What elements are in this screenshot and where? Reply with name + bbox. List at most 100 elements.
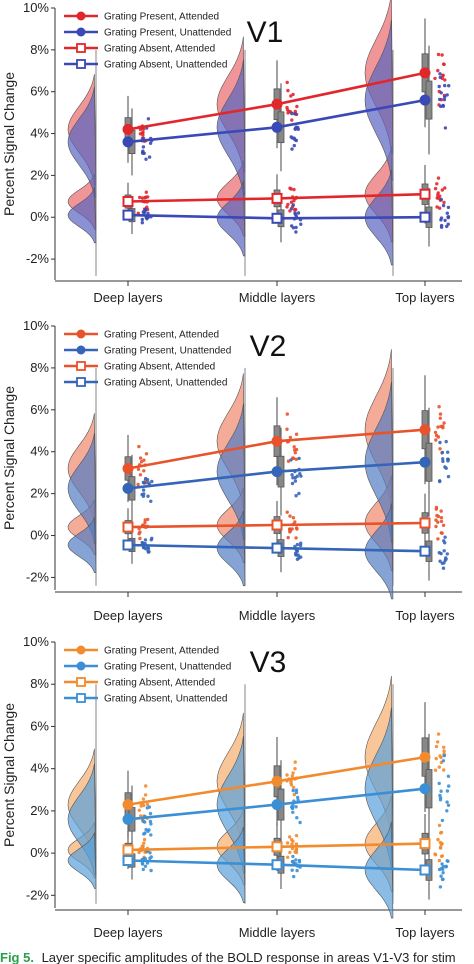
legend-marker <box>76 59 86 69</box>
y-tick-label: 8% <box>30 676 49 691</box>
data-point <box>296 795 300 800</box>
series-marker <box>271 435 283 447</box>
data-point <box>293 112 298 116</box>
series-marker <box>271 542 283 554</box>
data-point <box>438 97 442 102</box>
data-point <box>441 459 445 464</box>
data-point <box>293 448 297 452</box>
data-point <box>291 785 296 790</box>
data-point <box>433 186 438 191</box>
y-tick-label: 8% <box>30 360 49 375</box>
data-point <box>435 205 439 209</box>
y-tick-label: 4% <box>30 761 49 776</box>
legend: Grating Present, Attended Grating Present… <box>64 645 231 705</box>
violin-shape <box>67 433 97 544</box>
caption-text: Layer specific amplitudes of the BOLD re… <box>42 950 456 964</box>
data-point <box>294 230 298 234</box>
data-point <box>136 467 141 471</box>
data-point <box>447 84 451 88</box>
series-marker <box>419 783 431 795</box>
legend-marker <box>76 361 86 371</box>
data-point <box>286 535 290 540</box>
data-point <box>443 83 447 88</box>
data-point <box>444 864 448 868</box>
violin-shape <box>364 19 394 181</box>
data-point <box>293 211 297 215</box>
data-point <box>299 541 303 545</box>
violin-shape <box>216 59 246 196</box>
data-point <box>143 208 148 212</box>
data-point <box>140 131 145 135</box>
data-point <box>287 835 292 839</box>
data-point <box>435 513 439 518</box>
series-marker <box>271 859 283 871</box>
data-point <box>288 850 292 855</box>
data-point <box>292 874 296 879</box>
data-point <box>141 797 146 801</box>
data-point <box>438 754 442 758</box>
data-point <box>444 556 448 560</box>
data-point <box>149 499 153 503</box>
data-point <box>294 553 298 557</box>
data-point <box>288 514 292 518</box>
data-point <box>147 805 152 809</box>
data-point <box>291 516 296 520</box>
data-point <box>290 868 294 872</box>
caption-label: Fig 5. <box>0 950 34 964</box>
data-point <box>286 459 291 463</box>
data-point <box>446 474 451 479</box>
data-point <box>136 482 140 487</box>
data-point <box>290 859 295 864</box>
violin-shape <box>216 403 246 540</box>
data-point <box>137 808 141 812</box>
data-point <box>293 767 297 771</box>
data-point <box>141 145 146 149</box>
data-point <box>297 491 301 496</box>
data-point <box>143 518 147 522</box>
data-point <box>143 864 148 868</box>
data-point <box>438 559 442 563</box>
data-point <box>144 476 148 481</box>
data-point <box>143 857 148 861</box>
data-point <box>441 73 445 77</box>
violin-shape <box>67 187 97 244</box>
data-point <box>437 823 442 828</box>
data-point <box>444 466 448 470</box>
data-point <box>437 405 441 409</box>
data-point <box>439 516 444 520</box>
data-point <box>294 225 298 230</box>
data-point <box>439 218 443 222</box>
data-point <box>299 555 303 559</box>
data-point <box>434 505 439 510</box>
data-point <box>445 224 449 229</box>
data-point <box>443 541 447 545</box>
legend-label: Grating Present, Attended <box>104 12 219 23</box>
legend-label: Grating Absent, Unattended <box>104 60 227 71</box>
legend-label: Grating Present, Attended <box>104 646 219 657</box>
y-tick-label: 10% <box>23 634 49 649</box>
y-tick-label: 0% <box>30 845 49 860</box>
data-point <box>289 135 293 139</box>
chart-panel-v2: -2% 0% 2% 4% 6% 8% 10% Percent Signal Change Dee… <box>1 318 462 623</box>
data-point <box>292 187 296 192</box>
y-tick-label: 0% <box>30 209 49 224</box>
data-point <box>294 494 298 498</box>
y-tick-label: -2% <box>26 251 50 266</box>
series-marker <box>122 123 134 135</box>
x-tick-label: Deep layers <box>93 290 163 305</box>
data-point <box>438 440 442 445</box>
data-point <box>292 136 296 140</box>
data-point <box>441 457 445 461</box>
data-point <box>294 526 299 530</box>
data-point <box>438 194 442 198</box>
data-point <box>140 221 144 225</box>
legend-label: Grating Absent, Unattended <box>104 694 227 705</box>
x-tick-label: Middle layers <box>239 925 316 940</box>
distribution-violins <box>67 0 394 276</box>
data-point <box>439 91 443 95</box>
data-point <box>441 759 446 763</box>
data-point <box>297 456 301 461</box>
data-point <box>439 789 443 793</box>
series-marker <box>419 545 431 557</box>
